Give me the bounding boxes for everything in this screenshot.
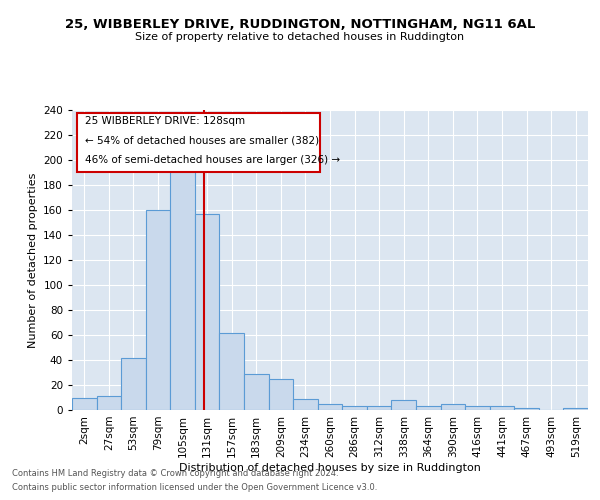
Bar — [318, 404, 342, 410]
Bar — [514, 408, 539, 410]
Bar — [121, 358, 146, 410]
Bar — [367, 406, 391, 410]
Bar — [72, 398, 97, 410]
Bar — [563, 408, 588, 410]
Bar — [293, 399, 318, 410]
Bar — [391, 400, 416, 410]
Text: 46% of semi-detached houses are larger (326) →: 46% of semi-detached houses are larger (… — [85, 155, 340, 165]
Text: 25 WIBBERLEY DRIVE: 128sqm: 25 WIBBERLEY DRIVE: 128sqm — [85, 116, 245, 126]
Bar — [220, 332, 244, 410]
Text: ← 54% of detached houses are smaller (382): ← 54% of detached houses are smaller (38… — [85, 136, 319, 145]
Text: Contains HM Land Registry data © Crown copyright and database right 2024.: Contains HM Land Registry data © Crown c… — [12, 468, 338, 477]
Bar — [146, 210, 170, 410]
Y-axis label: Number of detached properties: Number of detached properties — [28, 172, 38, 348]
Bar — [244, 374, 269, 410]
Bar — [97, 396, 121, 410]
FancyBboxPatch shape — [77, 113, 320, 172]
Bar — [416, 406, 440, 410]
Text: Size of property relative to detached houses in Ruddington: Size of property relative to detached ho… — [136, 32, 464, 42]
X-axis label: Distribution of detached houses by size in Ruddington: Distribution of detached houses by size … — [179, 462, 481, 472]
Bar — [490, 406, 514, 410]
Bar — [269, 379, 293, 410]
Bar — [342, 406, 367, 410]
Text: 25, WIBBERLEY DRIVE, RUDDINGTON, NOTTINGHAM, NG11 6AL: 25, WIBBERLEY DRIVE, RUDDINGTON, NOTTING… — [65, 18, 535, 30]
Text: Contains public sector information licensed under the Open Government Licence v3: Contains public sector information licen… — [12, 484, 377, 492]
Bar — [195, 214, 220, 410]
Bar — [170, 170, 195, 410]
Bar — [465, 406, 490, 410]
Bar — [440, 404, 465, 410]
